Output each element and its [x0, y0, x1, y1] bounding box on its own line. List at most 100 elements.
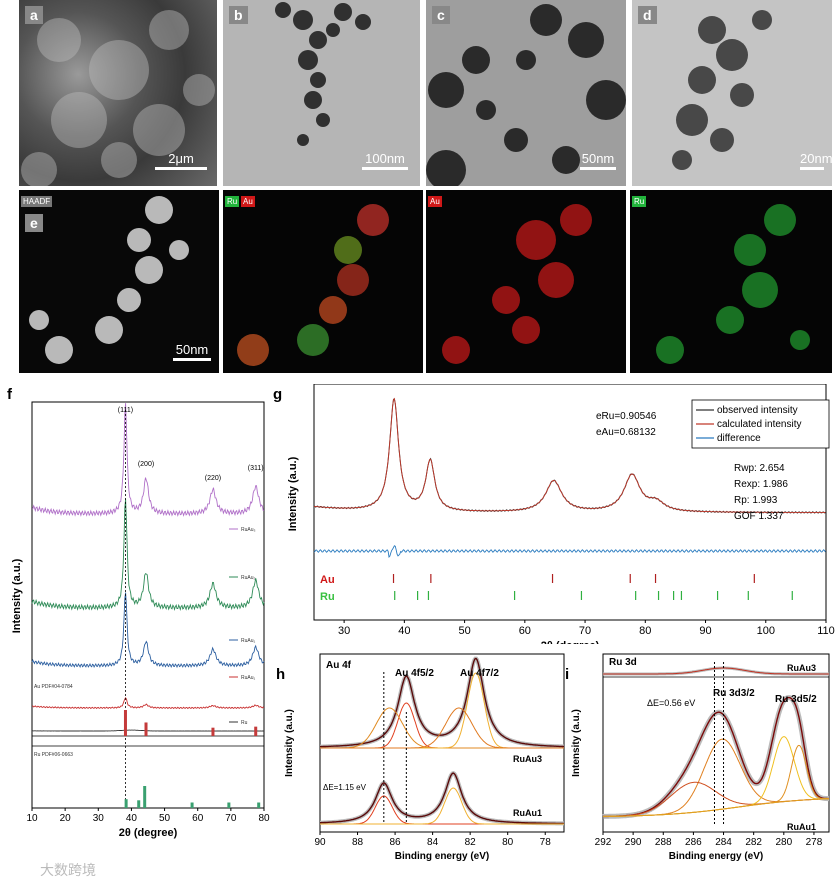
plot-frame-f [31, 401, 265, 809]
ref-ru-bar [190, 802, 194, 808]
xps-comp-i-2 [602, 781, 829, 817]
peak-label: (311) [248, 465, 264, 472]
difference-line [313, 545, 826, 559]
x-tick-label-g: 70 [579, 625, 591, 637]
xrd-series-line [32, 403, 265, 517]
e-au-text: eAu=0.68132 [596, 427, 656, 438]
ref-au-bar [211, 727, 215, 736]
x-tick-label-f: 80 [258, 813, 270, 824]
x-tick-label-g: 110 [817, 625, 835, 637]
tem-image-c: c 50nm [426, 0, 626, 186]
eds-overlay: Ru Au [223, 190, 423, 373]
au-tag-overlay: Au [241, 196, 255, 207]
sem-texture [21, 10, 215, 186]
series-label: Ru [241, 720, 248, 726]
x-tick-label: 284 [715, 837, 732, 848]
plot-frame [602, 653, 830, 833]
tem-image-d: d 20nm [632, 0, 832, 186]
x-tick-label: 280 [775, 837, 792, 848]
xps-fit-top-i [603, 667, 829, 675]
xps-comp-bottom-2 [320, 787, 564, 825]
delta-e-text-i: ΔE=0.56 eV [647, 698, 695, 708]
x-tick-label-f: 70 [225, 813, 237, 824]
xps-comp-i-4 [603, 744, 830, 817]
x-tick-label: 288 [655, 837, 672, 848]
ref-ru-label: Ru PDF#06-0663 [34, 752, 73, 758]
x-tick-label: 290 [625, 837, 642, 848]
fit-stat: Rp: 1.993 [734, 495, 778, 506]
scale-text-c: 50nm [581, 151, 615, 166]
x-tick-label: 90 [314, 837, 326, 848]
tem-texture-d [672, 10, 772, 170]
xps-comp-top-1 [320, 702, 564, 749]
x-tick-label-g: 100 [757, 625, 775, 637]
au-ticks-label: Au [320, 574, 335, 586]
panel-label-e: e [25, 214, 43, 232]
x-tick-label-f: 60 [192, 813, 204, 824]
eds-au-map: Au [426, 190, 626, 373]
x-tick-label: 86 [390, 837, 402, 848]
ref-ru-bar [227, 802, 231, 808]
ref-ru-bar [257, 802, 261, 808]
x-tick-label: 78 [540, 837, 552, 848]
panel-letter-i: i [565, 666, 570, 683]
x-tick-label-g: 30 [338, 625, 350, 637]
xps-comp-top-2 [320, 707, 564, 749]
haadf-image: HAADF e 50nm [19, 190, 219, 373]
panel-label-c: c [432, 6, 450, 24]
x-tick-label-f: 30 [93, 813, 105, 824]
peak-label-h-2: Au 4f7/2 [460, 668, 499, 679]
x-tick-label-g: 40 [398, 625, 410, 637]
tem-texture-b [275, 2, 371, 146]
sample-label-top-i: RuAu3 [787, 663, 816, 673]
peak-label: (220) [205, 475, 221, 482]
xps-title-i: Ru 3d [609, 657, 637, 668]
legend-text-g: calculated intensity [717, 419, 802, 430]
legend-text-g: difference [717, 433, 761, 444]
xrd-series-line [31, 499, 265, 612]
scale-text-d: 20nm [800, 151, 832, 166]
peak-label-h-1: Au 4f5/2 [395, 668, 434, 679]
ru-map-texture [656, 204, 810, 364]
ref-au-bar [254, 726, 258, 736]
watermark: 大数跨境 [40, 863, 96, 879]
overlay-texture [237, 204, 389, 366]
x-tick-label: 84 [427, 837, 439, 848]
scale-bar-a: 2μm [155, 151, 207, 170]
au-map-texture [442, 204, 592, 364]
xps-comp-i-3 [603, 736, 829, 817]
legend-text-g: observed intensity [717, 405, 798, 416]
calculated-line [313, 397, 826, 513]
tem-image-b: b 100nm [223, 0, 420, 186]
scale-bar-b: 100nm [362, 151, 408, 170]
peak-label: (111) [118, 407, 133, 414]
delta-e-text-h: ΔE=1.15 eV [323, 783, 367, 792]
x-tick-label-g: 60 [519, 625, 531, 637]
x-tick-label: 282 [745, 837, 762, 848]
scale-bar-e: 50nm [173, 342, 211, 361]
sample-label-top-h: RuAu3 [513, 754, 542, 764]
scale-bar-d: 20nm [800, 151, 832, 170]
xps-title-h: Au 4f [326, 660, 352, 671]
panel-letter-f: f [7, 386, 12, 403]
panel-label-d: d [638, 6, 657, 24]
fit-stat: Rexp: 1.986 [734, 479, 788, 490]
x-tick-label-g: 50 [458, 625, 470, 637]
sample-label-bottom-h: RuAu1 [513, 808, 542, 818]
xrd-series-line [31, 592, 265, 669]
x-tick-label-f: 50 [159, 813, 171, 824]
series-label: RuAu₁ [241, 675, 256, 681]
au-tag: Au [428, 196, 442, 207]
x-tick-label-f: 10 [26, 813, 38, 824]
x-tick-label: 286 [685, 837, 702, 848]
xrd-stack-chart: RuAu₃ RuAu₂ RuAu₁ RuAu₁ Ru (111) (200) (220) (31… [11, 401, 270, 839]
ru-ticks-label: Ru [320, 591, 335, 603]
x-tick-label-g: 90 [699, 625, 711, 637]
xps-raw-top [320, 656, 564, 749]
xps-raw-bottom-i [602, 695, 829, 819]
fit-stat: Rwp: 2.654 [734, 463, 785, 474]
series-label: RuAu₃ [241, 527, 256, 533]
x-tick-label: 292 [595, 837, 612, 848]
x-tick-label-g: 80 [639, 625, 651, 637]
series-label: RuAu₁ [241, 638, 256, 644]
